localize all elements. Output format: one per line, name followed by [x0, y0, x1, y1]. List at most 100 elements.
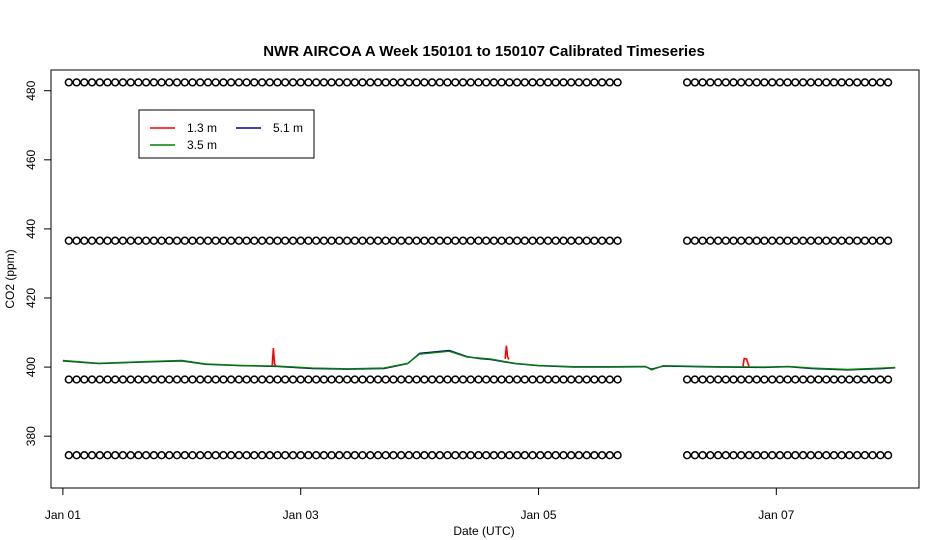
- calibration-point: [543, 236, 553, 245]
- y-tick-label: 440: [24, 219, 38, 239]
- calibration-point: [775, 78, 785, 87]
- calibration-point: [211, 451, 220, 460]
- calibration-point: [791, 451, 800, 460]
- calibration-point: [829, 375, 839, 384]
- calibration-point: [404, 236, 414, 245]
- x-tick-label: Jan 03: [283, 508, 319, 522]
- calibration-point: [95, 78, 104, 87]
- calibration-point: [157, 375, 166, 384]
- calibration-point: [111, 236, 120, 245]
- calibration-point: [149, 78, 159, 87]
- calibration-point: [505, 375, 514, 384]
- calibration-point: [482, 451, 491, 460]
- calibration-point: [188, 451, 197, 460]
- x-axis-label: Date (UTC): [453, 524, 514, 538]
- calibration-point: [281, 78, 290, 87]
- calibration-point: [597, 451, 607, 460]
- calibration-point: [582, 236, 591, 245]
- calibration-point: [196, 236, 205, 245]
- calibration-point: [358, 78, 367, 87]
- calibration-point: [458, 236, 468, 245]
- calibration-point: [288, 375, 298, 384]
- calibration-point: [288, 236, 298, 245]
- calibration-point: [466, 451, 475, 460]
- calibration-point: [327, 375, 336, 384]
- calibration-point: [690, 236, 700, 245]
- calibration-point: [420, 236, 429, 245]
- calibration-point: [482, 236, 491, 245]
- calibration-point: [613, 78, 622, 87]
- calibration-point: [860, 78, 870, 87]
- calibration-point: [427, 451, 437, 460]
- calibration-point: [783, 236, 792, 245]
- calibration-point: [172, 78, 182, 87]
- calibration-point: [180, 451, 189, 460]
- x-tick-label: Jan 01: [45, 508, 81, 522]
- calibration-point: [814, 375, 823, 384]
- calibration-point: [126, 375, 135, 384]
- calibration-point: [242, 451, 251, 460]
- calibration-point: [165, 78, 174, 87]
- x-tick-label: Jan 05: [520, 508, 556, 522]
- calibration-point: [690, 78, 700, 87]
- calibration-point: [721, 451, 730, 460]
- calibration-point: [265, 451, 274, 460]
- calibration-point: [528, 78, 537, 87]
- calibration-point: [682, 375, 692, 384]
- calibration-point: [860, 451, 870, 460]
- calibration-point: [250, 78, 259, 87]
- calibration-point: [296, 451, 305, 460]
- calibration-point: [791, 236, 800, 245]
- calibration-point: [752, 78, 761, 87]
- calibration-point: [853, 375, 862, 384]
- calibration-point: [605, 451, 614, 460]
- calibration-point: [543, 78, 553, 87]
- calibration-point: [141, 375, 151, 384]
- calibration-point: [829, 236, 839, 245]
- calibration-point: [883, 375, 893, 384]
- calibration-point: [234, 236, 244, 245]
- calibration-point: [744, 78, 754, 87]
- calibration-point: [420, 375, 429, 384]
- calibration-point: [281, 236, 290, 245]
- calibration-point: [196, 451, 205, 460]
- calibration-point: [729, 236, 738, 245]
- calibration-point: [860, 375, 870, 384]
- calibration-point: [505, 236, 514, 245]
- calibration-point: [381, 236, 390, 245]
- calibration-point: [497, 375, 506, 384]
- calibration-point: [404, 78, 414, 87]
- calibration-point: [281, 451, 290, 460]
- calibration-point: [72, 236, 81, 245]
- calibration-point: [775, 451, 785, 460]
- calibration-point: [497, 236, 506, 245]
- calibration-point: [381, 451, 390, 460]
- calibration-point: [219, 451, 228, 460]
- y-tick-label: 420: [24, 288, 38, 308]
- calibration-point: [64, 451, 73, 460]
- calibration-point: [188, 236, 197, 245]
- calibration-point: [883, 78, 893, 87]
- calibration-point: [180, 78, 189, 87]
- calibration-point: [760, 236, 769, 245]
- calibration-point: [211, 78, 220, 87]
- calibration-point: [389, 78, 398, 87]
- calibration-point: [853, 451, 862, 460]
- calibration-point: [559, 375, 568, 384]
- calibration-point: [597, 375, 607, 384]
- calibration-point: [574, 375, 584, 384]
- calibration-point: [80, 236, 89, 245]
- calibration-point: [219, 236, 228, 245]
- calibration-point: [87, 375, 97, 384]
- calibration-point: [296, 236, 305, 245]
- calibration-point: [342, 236, 352, 245]
- calibration-point: [783, 78, 792, 87]
- calibration-point: [713, 375, 723, 384]
- calibration-point: [737, 78, 746, 87]
- calibration-point: [134, 375, 143, 384]
- series-line-1-3m: [742, 357, 750, 367]
- calibration-point: [149, 451, 159, 460]
- calibration-point: [373, 78, 383, 87]
- calibration-point: [373, 375, 383, 384]
